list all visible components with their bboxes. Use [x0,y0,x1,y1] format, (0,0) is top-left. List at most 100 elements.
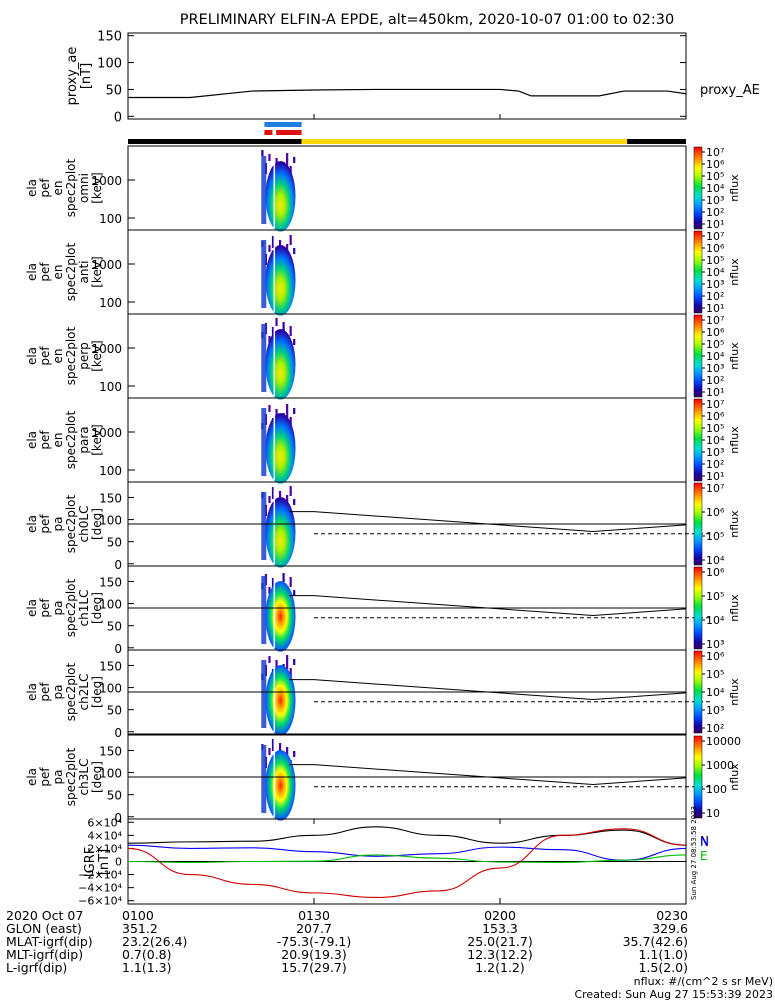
spectrogram-pixel [268,656,271,663]
ephemeris-value: 207.7 [296,921,332,936]
spectrogram-pixel [293,590,296,596]
igrf-legend-e: E [700,849,708,863]
pitch-panel-3-ylabel: [deg] [90,676,104,708]
energy-panel-2-ylabel: en [51,265,65,280]
energy-panel-1-ylabel: pef [38,178,52,198]
colorbar-tick-label: 10² [706,722,724,735]
pitch-panel-4-ylabel: [deg] [90,761,104,793]
colorbar-tick-label: 10¹ [706,218,724,231]
spectrogram-pixel [268,336,271,343]
colorbar-tick-label: 10⁴ [706,266,725,279]
colorbar-tick-label: 10⁷ [706,398,724,411]
ephemeris-value: 1.2(1.2) [475,960,525,975]
colorbar-tick-label: 10³ [706,704,724,717]
energy-panel-4-ylabel: en [51,433,65,448]
spectrogram-pixel [293,659,296,665]
colorbar-label: nflux [728,763,741,791]
energy-panel-3-ylabel: pef [38,346,52,366]
pitch-panel-1-ylabel: pa [51,517,65,532]
spectrogram-flux-blob [265,750,296,821]
pitch-panel-4-ylabel: ch3LC [77,759,91,796]
spectrogram-pixel [275,158,278,166]
footer-created: Created: Sun Aug 27 15:53:39 2023 [574,988,773,1000]
pitch-tick-label: 0 [114,558,122,572]
spectrogram-column [261,660,267,728]
spectrogram-pixel [289,326,292,336]
energy-tick-label: 100 [99,212,122,226]
energy-panel-4-ylabel: ela [25,431,39,449]
ephemeris-value: 12.3(12.2) [467,947,532,962]
proxy-ae-panel: 150 100 50 0 proxy_ae [nT] proxy_AE [65,30,760,126]
pitch-panel-3: 150 100 50 0 ela pef pa spec2plot ch2LC [deg] 10⁶ 1… [25,649,741,740]
energy-panel-4-ylabel: spec2plot [64,410,78,469]
ephemeris-value: 15.7(29.7) [281,960,346,975]
energy-panel-2-ylabel: ela [25,263,39,281]
orbit-red-marker [264,130,273,135]
igrf-tick-label: 0 [115,856,122,869]
spectrogram-column [261,576,267,644]
energy-tick-label: 100 [99,296,122,310]
spectrogram-flux-blob [265,413,296,484]
proxy-ae-tick-label: 50 [105,83,122,98]
energy-panel-frame [127,397,687,483]
spectrogram-pixel [286,404,289,418]
pitch-tick-label: 150 [99,575,122,589]
energy-panel-2-ylabel: pef [38,262,52,282]
pitch-tick-label: 50 [107,536,122,550]
energy-panel-1-ylabel: omni [77,173,91,203]
spectrogram-pixel [268,496,271,503]
colorbar-tick-label: 10³ [706,278,724,291]
energy-panel-1-ylabel: [keV] [90,172,104,203]
orbit-segment [627,139,686,144]
spectrogram-pixel [268,245,271,252]
igrf-series-line-2 [127,844,687,861]
orbit-blue-marker [264,122,302,127]
spectrogram-pixel [289,577,292,587]
pitch-panel-3-ylabel: spec2plot [64,662,78,721]
colorbar-tick-label: 10⁵ [706,170,724,183]
loss-cone-line [289,595,687,617]
energy-panel-1-ylabel: en [51,181,65,196]
colorbar-tick-label: 10⁶ [706,410,725,423]
colorbar-tick-label: 10⁴ [706,554,725,567]
pitch-panel-3-ylabel: pef [38,682,52,702]
igrf-tick-label: 6×10⁴ [87,816,122,829]
loss-cone-line [289,511,687,533]
colorbar-tick-label: 10⁶ [706,650,725,663]
energy-panel-2-ylabel: anti [77,261,91,284]
pitch-panel-4-ylabel: ela [25,768,39,786]
colorbar-label: nflux [728,678,741,706]
energy-panel-2-ylabel: [keV] [90,256,104,287]
time-tick-label: 0200 [484,908,516,923]
spectrogram-pixel [289,668,292,678]
ephemeris-value: -75.3(-79.1) [277,934,351,949]
energy-tick-label: 1000 [91,258,122,272]
igrf-tick-label: 4×10⁴ [87,829,122,842]
spectrogram-column [261,745,267,813]
spectrogram-pixel [275,660,278,668]
ephemeris-value: 25.0(21.7) [467,934,532,949]
colorbar-8 [693,735,703,819]
pitch-tick-label: 0 [114,726,122,740]
pitch-tick-label: 100 [99,767,122,781]
spectrogram-flux-blob [265,581,296,652]
proxy-ae-frame [127,32,687,120]
ephemeris-value: 35.7(42.6) [623,934,688,949]
colorbar-tick-label: 10⁶ [706,566,725,579]
energy-panel-4-ylabel: [keV] [90,424,104,455]
orbit-bar [128,122,686,144]
pitch-panel-4-ylabel: pa [51,770,65,785]
pitch-panel-1-ylabel: pef [38,514,52,534]
energy-panel-3-ylabel: perp [77,342,91,370]
colorbar-tick-label: 10² [706,458,724,471]
spectrogram-pixel [275,318,278,326]
spectrogram-pixel [293,408,296,414]
pitch-panel-4-ylabel: spec2plot [64,747,78,806]
ephemeris-value: 1.1(1.0) [638,947,688,962]
energy-panel-1-ylabel: ela [25,179,39,197]
spectrogram-pixel [293,157,296,163]
colorbar-tick-label: 10¹ [706,470,724,483]
